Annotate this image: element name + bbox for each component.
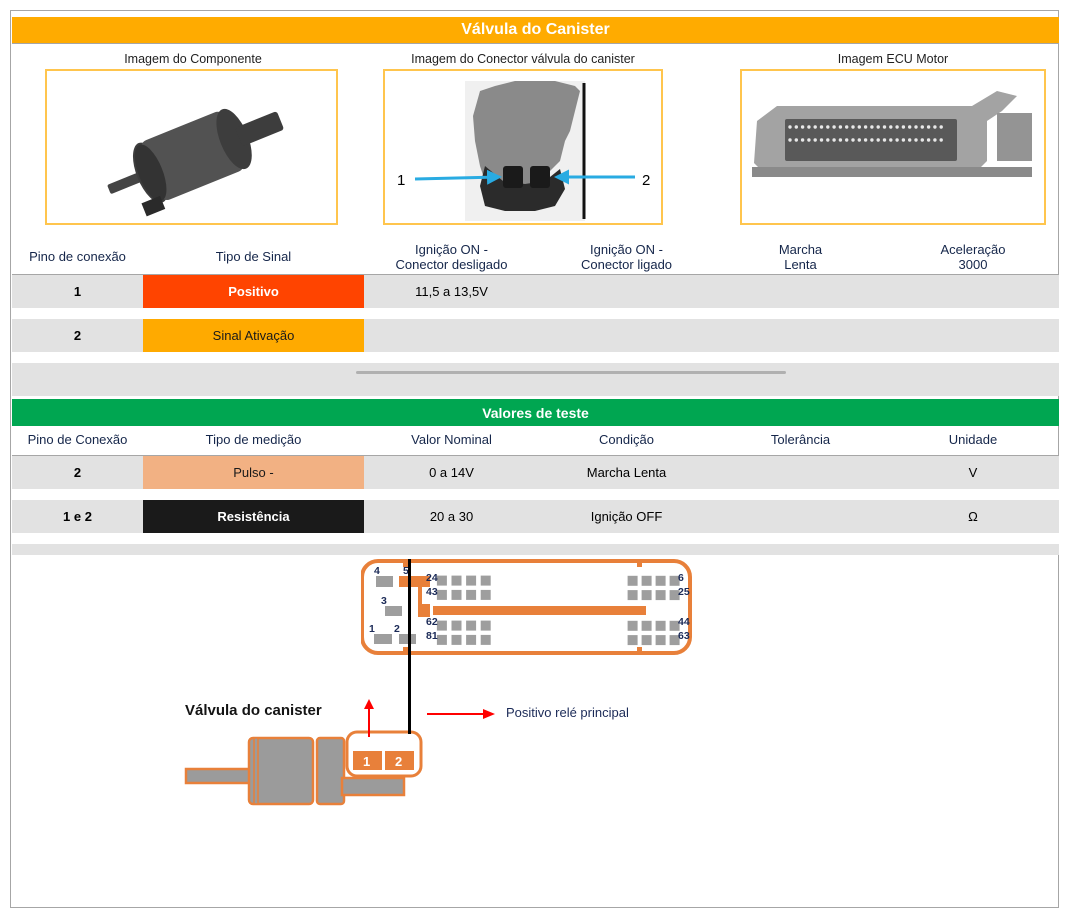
- svg-text:2: 2: [642, 172, 650, 189]
- svg-text:63: 63: [678, 630, 690, 642]
- svg-text:3: 3: [381, 595, 387, 607]
- svg-text:4: 4: [374, 565, 380, 577]
- svg-text:44: 44: [678, 616, 690, 628]
- svg-text:43: 43: [426, 586, 438, 598]
- svg-text:62: 62: [426, 616, 438, 628]
- svg-text:1: 1: [369, 623, 375, 635]
- svg-text:25: 25: [678, 586, 690, 598]
- svg-text:2: 2: [394, 623, 400, 635]
- svg-text:24: 24: [426, 572, 438, 584]
- svg-text:1: 1: [363, 754, 370, 769]
- svg-text:1: 1: [397, 172, 405, 189]
- svg-text:6: 6: [678, 572, 684, 584]
- svg-text:81: 81: [426, 630, 438, 642]
- svg-text:2: 2: [395, 754, 402, 769]
